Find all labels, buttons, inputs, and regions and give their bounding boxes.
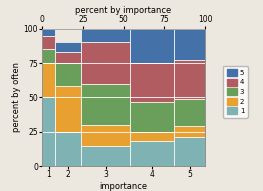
Bar	[55, 42, 81, 52]
Bar	[174, 60, 205, 99]
Bar	[81, 84, 130, 125]
Bar	[174, 137, 205, 166]
Bar	[42, 29, 55, 36]
Bar	[174, 126, 205, 137]
Bar	[130, 102, 174, 132]
Bar	[81, 125, 130, 146]
Bar	[42, 49, 55, 63]
Bar	[130, 63, 174, 102]
Bar	[174, 29, 205, 60]
Bar	[55, 63, 81, 86]
Legend: 5, 4, 3, 2, 1: 5, 4, 3, 2, 1	[223, 66, 248, 118]
Bar	[130, 141, 174, 166]
Bar	[55, 86, 81, 132]
Bar	[42, 97, 55, 166]
Bar	[130, 29, 174, 63]
X-axis label: importance: importance	[100, 182, 148, 191]
Bar	[42, 63, 55, 97]
Bar	[81, 146, 130, 166]
Bar	[81, 42, 130, 84]
Bar	[130, 132, 174, 141]
Bar	[174, 99, 205, 126]
Bar	[55, 132, 81, 166]
Bar	[81, 29, 130, 42]
Bar	[42, 36, 55, 49]
X-axis label: percent by importance: percent by importance	[75, 6, 172, 15]
Bar	[55, 52, 81, 63]
Y-axis label: percent by often: percent by often	[12, 62, 21, 132]
